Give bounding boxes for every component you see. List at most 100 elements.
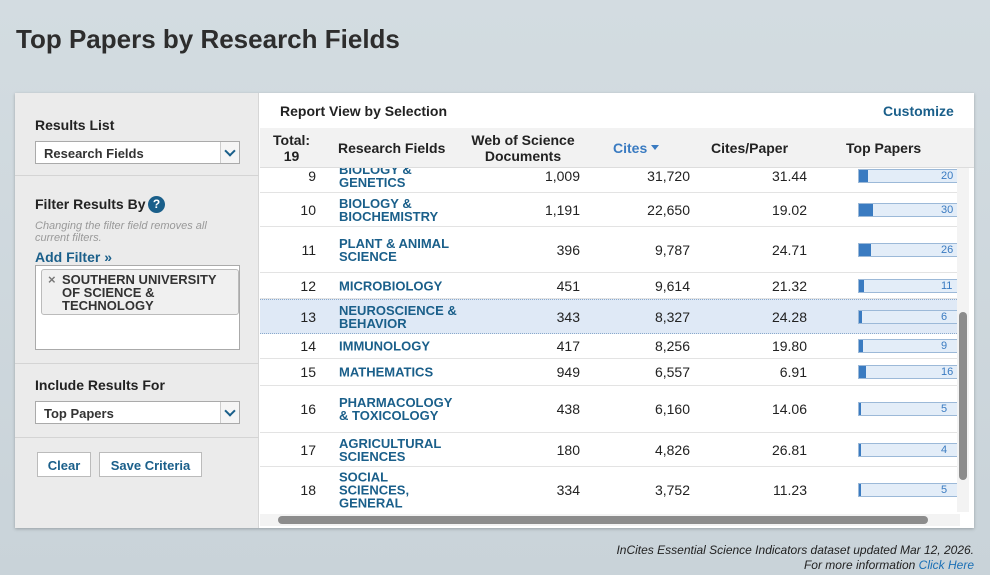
field-link[interactable]: MATHEMATICS — [339, 364, 434, 380]
bar-fill — [859, 366, 867, 378]
documents: 949 — [556, 364, 580, 380]
button[interactable]: Save Criteria — [99, 452, 202, 477]
top-papers-bar: 26 — [858, 242, 957, 257]
top-papers-bar: 30 — [858, 202, 957, 217]
documents: 396 — [556, 241, 580, 258]
field-link[interactable]: BIOLOGY & GENETICS — [339, 168, 412, 190]
cites: 8,256 — [654, 338, 690, 354]
cites: 3,752 — [654, 481, 690, 498]
documents: 343 — [556, 308, 580, 325]
total-value: 19 — [283, 148, 300, 164]
field-link[interactable]: PHARMACOLOGY & TOXICOLOGY — [339, 395, 453, 423]
cites: 9,787 — [654, 241, 690, 258]
panel: Results List Research Fields Filter Resu… — [15, 93, 974, 528]
table-row: 13 NEUROSCIENCE & BEHAVIOR 343 8,327 24.28 6 — [260, 299, 957, 334]
customize[interactable]: Customize — [883, 103, 954, 119]
page-title: Top Papers by Research Fields — [16, 24, 400, 54]
label: Filter Results By — [35, 196, 146, 212]
field-link[interactable]: PLANT & ANIMAL SCIENCE — [339, 235, 449, 264]
top-papers: 6 — [941, 310, 948, 323]
top-papers-bar: 20 — [858, 169, 957, 183]
table-row: 15 MATHEMATICS 949 6,557 6.91 16 — [260, 359, 957, 386]
v-scrollbar[interactable] — [957, 168, 969, 512]
field-link[interactable]: BIOLOGY & BIOCHEMISTRY — [339, 195, 439, 224]
help-icon[interactable]: ? — [148, 196, 165, 213]
top-papers-bar: 11 — [858, 278, 957, 293]
top-papers-bar: 6 — [858, 309, 957, 324]
bar-fill — [859, 170, 868, 182]
field-link[interactable]: MICROBIOLOGY — [339, 278, 443, 293]
field-link[interactable]: NEUROSCIENCE & BEHAVIOR — [339, 302, 457, 331]
cites: 6,557 — [654, 364, 690, 380]
bar-fill — [859, 243, 871, 256]
bar-fill — [859, 279, 864, 292]
table-row: 11 PLANT & ANIMAL SCIENCE 396 9,787 24.71 26 — [260, 227, 957, 273]
sidebar: Results List Research Fields Filter Resu… — [15, 93, 259, 528]
footer-more: For more information — [803, 558, 916, 572]
field-link[interactable]: IMMUNOLOGY — [339, 338, 430, 354]
filter-box: × SOUTHERN UNIVERSITY OF SCIENCE & TECHN… — [35, 265, 240, 350]
label: Results List — [35, 117, 115, 133]
top-papers-bar: 4 — [858, 442, 957, 457]
cites-per-paper: 19.80 — [771, 338, 807, 354]
table-row: 17 AGRICULTURAL SCIENCES 180 4,826 26.81 4 — [260, 433, 957, 467]
table-row: 16 PHARMACOLOGY & TOXICOLOGY 438 6,160 14.06… — [260, 386, 957, 433]
field-link[interactable]: AGRICULTURAL SCIENCES — [339, 435, 442, 464]
column-header[interactable]: Cites — [613, 140, 648, 156]
documents: 180 — [556, 441, 580, 458]
select[interactable]: Top Papers — [35, 401, 240, 424]
sort-icon — [651, 145, 659, 150]
cites-per-paper: 11.23 — [773, 481, 807, 498]
field-link[interactable]: SOCIAL SCIENCES, GENERAL — [339, 469, 410, 510]
top-papers: 4 — [941, 443, 948, 456]
column-header[interactable]: Web of Science Documents — [471, 132, 575, 164]
top-papers: 16 — [941, 366, 954, 378]
filter-tag: × SOUTHERN UNIVERSITY OF SCIENCE & TECHN… — [41, 269, 239, 315]
top-papers: 5 — [941, 483, 948, 496]
table-row: 14 IMMUNOLOGY 417 8,256 19.80 9 — [260, 334, 957, 359]
footer: InCites Essential Science Indicators dat… — [616, 543, 974, 573]
cites-per-paper: 19.02 — [771, 201, 807, 218]
cites-per-paper: 6.91 — [779, 364, 807, 380]
rank: 15 — [300, 364, 316, 380]
label: Include Results For — [35, 377, 165, 393]
note: Changing the filter field removes all cu… — [35, 220, 207, 244]
select[interactable]: Research Fields — [35, 141, 240, 164]
column-header[interactable]: Top Papers — [846, 140, 922, 156]
top-papers-bar: 16 — [858, 365, 957, 379]
cites-per-paper: 14.06 — [771, 401, 807, 417]
footer-link[interactable]: Click Here — [918, 558, 974, 572]
bar-fill — [859, 483, 862, 496]
top-papers: 30 — [941, 203, 954, 216]
documents: 1,191 — [544, 201, 580, 218]
remove-filter[interactable]: × — [48, 272, 56, 287]
footer-updated: InCites Essential Science Indicators dat… — [616, 543, 974, 557]
report-title: Report View by Selection — [280, 103, 448, 119]
rank: 13 — [300, 308, 316, 325]
documents: 334 — [556, 481, 580, 498]
button[interactable]: Clear — [37, 452, 91, 477]
cites-per-paper: 24.28 — [771, 308, 807, 325]
column-header[interactable]: Research Fields — [338, 140, 446, 156]
documents: 451 — [556, 277, 580, 294]
rank: 14 — [300, 338, 316, 354]
table-row: 12 MICROBIOLOGY 451 9,614 21.32 11 — [260, 273, 957, 299]
table-row: 18 SOCIAL SCIENCES, GENERAL 334 3,752 11.23 5 — [260, 467, 957, 512]
filter-text: SOUTHERN UNIVERSITY OF SCIENCE & TECHNOL… — [62, 272, 217, 313]
select-value: Top Papers — [44, 406, 114, 421]
cites: 6,160 — [654, 401, 690, 417]
top-papers-bar: 5 — [858, 402, 957, 416]
bar-fill — [859, 443, 861, 456]
cites: 22,650 — [647, 201, 690, 218]
h-scrollbar[interactable] — [260, 514, 960, 526]
rank: 18 — [300, 481, 316, 498]
rank: 12 — [300, 277, 316, 294]
top-papers: 11 — [941, 279, 953, 292]
bar-fill — [859, 403, 862, 415]
cites: 8,327 — [654, 308, 690, 325]
add-filter[interactable]: Add Filter » — [35, 249, 113, 265]
top-papers: 5 — [941, 403, 948, 415]
cites: 9,614 — [654, 277, 690, 294]
table-header: Total: 19 Research Fields Web of Science … — [260, 128, 974, 168]
column-header[interactable]: Cites/Paper — [711, 140, 789, 156]
